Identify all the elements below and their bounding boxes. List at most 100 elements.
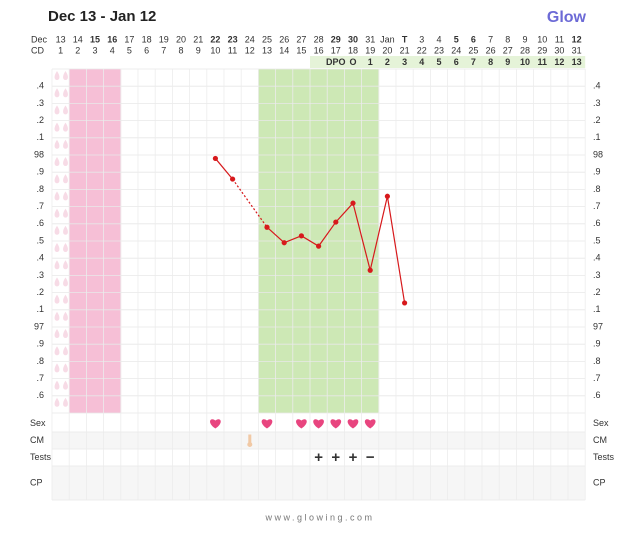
day-label: Jan [380, 34, 395, 44]
dpo-label: 12 [554, 57, 564, 67]
drop-icon [63, 277, 68, 287]
temp-point [384, 193, 390, 199]
row-shade [52, 432, 586, 449]
footer: www.glowing.com [264, 512, 374, 522]
y-tick-label-right: .5 [593, 235, 601, 245]
temp-line [214, 158, 234, 180]
drop-icon [63, 122, 68, 132]
drop-icon [54, 139, 60, 149]
dpo-label: 6 [454, 57, 459, 67]
cd-label: CD [31, 45, 44, 55]
sex-heart [313, 419, 324, 429]
y-tick-label-right: .6 [593, 390, 601, 400]
day-label: 24 [245, 34, 255, 44]
y-tick-label-right: .2 [593, 115, 601, 125]
drop-icon [54, 191, 60, 201]
temp-point [264, 224, 270, 230]
drop-icon [54, 397, 60, 407]
y-tick-label-right: .9 [593, 339, 601, 349]
drop-icon [54, 122, 60, 132]
sex-heart [261, 419, 273, 429]
day-label: 26 [279, 34, 289, 44]
day-label: 12 [572, 34, 582, 44]
y-tick-label: .4 [36, 81, 44, 91]
y-tick-label-right: .3 [593, 270, 601, 280]
day-label: 19 [159, 34, 169, 44]
day-label: 13 [56, 34, 66, 44]
y-tick-label-right: .4 [593, 81, 601, 91]
y-tick-label: .8 [36, 356, 44, 366]
y-tick-label-right: .1 [593, 304, 601, 314]
cd-label: 20 [382, 45, 392, 55]
y-tick-label: .1 [36, 304, 44, 314]
dpo-label: 1 [368, 57, 373, 67]
day-label: 5 [454, 34, 459, 44]
y-tick-label: .9 [36, 339, 44, 349]
dpo-label: O [349, 57, 356, 67]
y-tick-label: 98 [34, 149, 44, 159]
day-label: 23 [228, 34, 238, 44]
day-label: 10 [537, 34, 547, 44]
drop-icon [63, 225, 68, 235]
drop-icon [54, 346, 60, 356]
y-tick-label: .2 [36, 287, 44, 297]
drop-icon [63, 71, 68, 80]
cd-label: 30 [554, 45, 564, 55]
cd-label: 25 [468, 45, 478, 55]
drop-icon [54, 243, 60, 252]
row-label-right: Sex [593, 418, 609, 428]
cd-label: 14 [279, 45, 289, 55]
day-label: 21 [193, 34, 203, 44]
drop-icon [63, 243, 68, 252]
day-label: 6 [471, 34, 476, 44]
drop-icon [63, 294, 68, 304]
drop-icon [63, 311, 68, 321]
row-label: Tests [30, 452, 52, 462]
dpo-label: 10 [520, 57, 530, 67]
day-label: 3 [419, 34, 424, 44]
day-label: 31 [365, 34, 375, 44]
cd-label: 5 [127, 45, 132, 55]
cd-label: 21 [400, 45, 410, 55]
day-label: T [402, 34, 408, 44]
y-tick-label: .6 [36, 218, 44, 228]
dpo-label: 2 [385, 57, 390, 67]
cd-label: 24 [451, 45, 461, 55]
cd-label: 13 [262, 45, 272, 55]
day-label: 7 [488, 34, 493, 44]
month-label: Dec [31, 34, 48, 44]
drop-icon [63, 363, 68, 373]
y-tick-label: .5 [36, 235, 44, 245]
y-tick-label: .3 [36, 98, 44, 108]
drop-icon [63, 208, 68, 218]
drop-icon [54, 277, 60, 287]
day-label: 25 [262, 34, 272, 44]
y-tick-label-right: .1 [593, 132, 601, 142]
day-label: 11 [555, 34, 564, 44]
dpo-label: 3 [402, 57, 407, 67]
drop-icon [54, 294, 60, 304]
y-tick-label: .3 [36, 270, 44, 280]
drop-icon [54, 157, 60, 166]
y-tick-label: .9 [36, 167, 44, 177]
y-tick-label-right: .9 [593, 167, 601, 177]
sex-heart [364, 419, 376, 429]
sex-heart [296, 419, 307, 429]
day-label: 9 [522, 34, 527, 44]
drop-icon [63, 105, 68, 115]
row-label-right: Tests [593, 452, 615, 462]
sex-heart [330, 419, 342, 429]
row-shade [52, 466, 586, 500]
drop-icon [63, 329, 68, 338]
day-label: 17 [124, 34, 134, 44]
day-label: 14 [73, 34, 83, 44]
dpo-label: DPO [326, 57, 346, 67]
chart-title: Dec 13 - Jan 12 [48, 8, 156, 25]
test-result: + [331, 449, 340, 466]
y-tick-label: 97 [34, 321, 44, 331]
drop-icon [54, 380, 60, 390]
temp-gap-line [232, 178, 268, 228]
day-label: 20 [176, 34, 186, 44]
day-label: 4 [436, 34, 441, 44]
y-tick-label-right: .2 [593, 287, 601, 297]
